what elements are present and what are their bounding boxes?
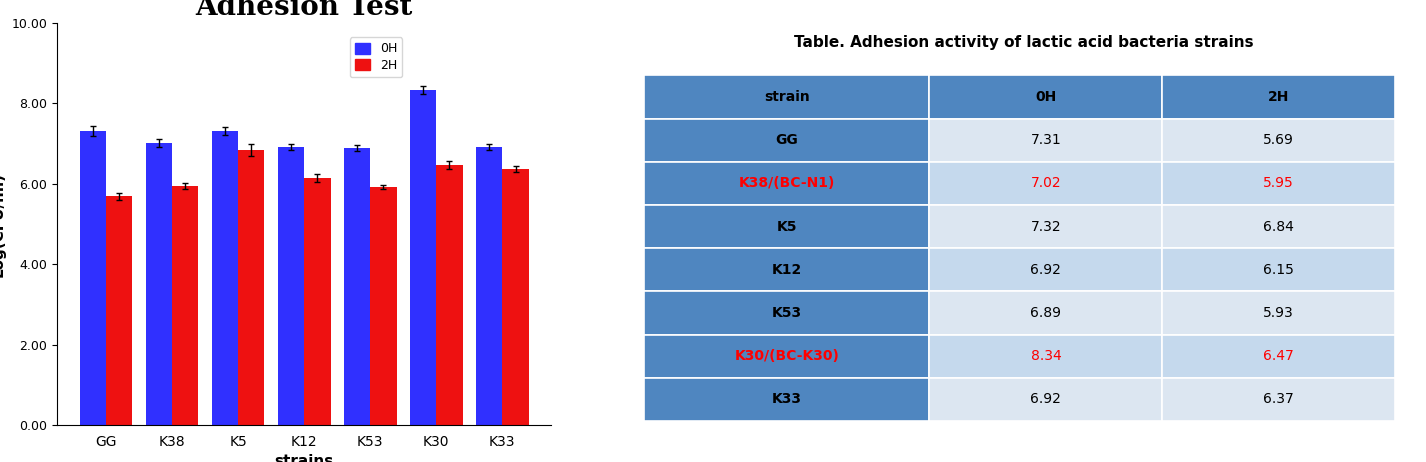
Bar bbox=[645, 162, 930, 205]
Bar bbox=[502, 169, 529, 425]
Bar bbox=[930, 378, 1162, 421]
Bar bbox=[145, 143, 173, 425]
Bar bbox=[645, 248, 930, 292]
Text: K5: K5 bbox=[777, 219, 797, 234]
Text: 5.93: 5.93 bbox=[1263, 306, 1295, 320]
Text: K12: K12 bbox=[771, 263, 801, 277]
Text: 7.02: 7.02 bbox=[1031, 176, 1061, 190]
Bar bbox=[645, 378, 930, 421]
Bar bbox=[1162, 334, 1395, 378]
Text: 6.15: 6.15 bbox=[1263, 263, 1295, 277]
Text: 8.34: 8.34 bbox=[1031, 349, 1061, 363]
Bar bbox=[645, 205, 930, 248]
Bar bbox=[930, 119, 1162, 162]
Bar bbox=[476, 147, 502, 425]
Text: K30/(BC-K30): K30/(BC-K30) bbox=[734, 349, 840, 363]
Title: Adhesion Test: Adhesion Test bbox=[195, 0, 412, 21]
Bar bbox=[930, 292, 1162, 334]
Text: Table. Adhesion activity of lactic acid bacteria strains: Table. Adhesion activity of lactic acid … bbox=[794, 35, 1253, 50]
Text: K38/(BC-N1): K38/(BC-N1) bbox=[739, 176, 836, 190]
Text: 7.32: 7.32 bbox=[1031, 219, 1061, 234]
Text: K53: K53 bbox=[771, 306, 801, 320]
Bar bbox=[1162, 75, 1395, 119]
Bar bbox=[106, 196, 133, 425]
Bar bbox=[1162, 162, 1395, 205]
Bar bbox=[173, 186, 198, 425]
Bar bbox=[278, 147, 304, 425]
Text: 6.89: 6.89 bbox=[1031, 306, 1061, 320]
Bar bbox=[80, 131, 106, 425]
Text: 7.31: 7.31 bbox=[1031, 133, 1061, 147]
Y-axis label: Log(CFU/ml): Log(CFU/ml) bbox=[0, 171, 6, 277]
Bar bbox=[1162, 292, 1395, 334]
X-axis label: strains: strains bbox=[274, 454, 334, 462]
Bar bbox=[930, 205, 1162, 248]
Text: 5.69: 5.69 bbox=[1263, 133, 1295, 147]
Text: K33: K33 bbox=[771, 392, 801, 407]
Bar bbox=[645, 292, 930, 334]
Bar bbox=[645, 75, 930, 119]
Bar bbox=[409, 90, 436, 425]
Bar bbox=[1162, 205, 1395, 248]
Text: 6.84: 6.84 bbox=[1263, 219, 1295, 234]
Legend: 0H, 2H: 0H, 2H bbox=[349, 37, 402, 77]
Bar bbox=[344, 148, 371, 425]
Text: 5.95: 5.95 bbox=[1263, 176, 1295, 190]
Bar bbox=[1162, 119, 1395, 162]
Text: GG: GG bbox=[776, 133, 799, 147]
Bar bbox=[645, 334, 930, 378]
Bar bbox=[645, 119, 930, 162]
Bar bbox=[930, 162, 1162, 205]
Text: 0H: 0H bbox=[1035, 90, 1057, 104]
Bar bbox=[930, 334, 1162, 378]
Text: strain: strain bbox=[764, 90, 810, 104]
Bar bbox=[371, 187, 396, 425]
Bar bbox=[211, 131, 238, 425]
Text: 2H: 2H bbox=[1268, 90, 1289, 104]
Bar bbox=[1162, 378, 1395, 421]
Bar bbox=[1162, 248, 1395, 292]
Text: 6.37: 6.37 bbox=[1263, 392, 1295, 407]
Bar bbox=[436, 165, 462, 425]
Text: 6.47: 6.47 bbox=[1263, 349, 1295, 363]
Bar bbox=[930, 248, 1162, 292]
Bar bbox=[930, 75, 1162, 119]
Text: 6.92: 6.92 bbox=[1031, 392, 1061, 407]
Bar bbox=[304, 178, 331, 425]
Bar bbox=[238, 150, 264, 425]
Text: 6.92: 6.92 bbox=[1031, 263, 1061, 277]
